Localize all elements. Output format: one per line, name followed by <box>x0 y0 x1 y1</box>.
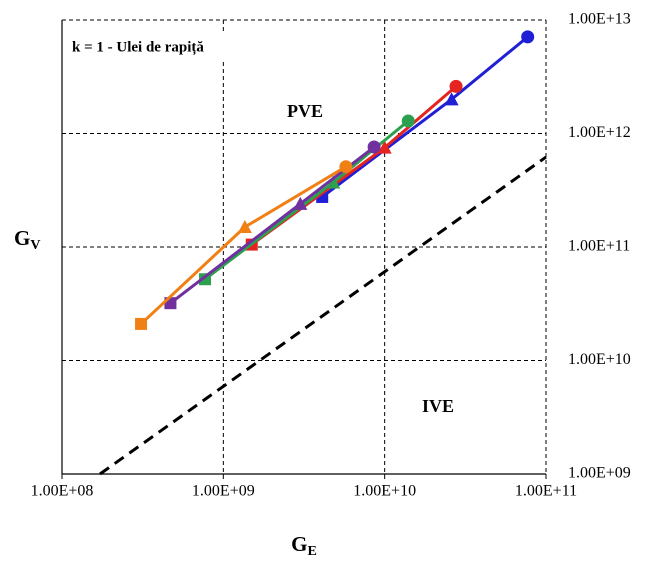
region-label: PVE <box>287 101 323 121</box>
marker-circle <box>401 114 415 128</box>
y-label-sub: V <box>30 238 40 253</box>
marker-circle <box>449 79 463 93</box>
x-tick-label: 1.00E+10 <box>353 483 416 500</box>
y-axis-label: GV <box>14 226 40 253</box>
marker-triangle <box>293 196 308 210</box>
x-tick-label: 1.00E+09 <box>192 483 255 500</box>
y-tick-label: 1.00E+10 <box>568 351 631 368</box>
marker-triangle <box>326 175 341 189</box>
annotation: k = 1 - Ulei de rapiță <box>72 39 204 55</box>
marker-triangle <box>237 220 252 234</box>
marker-circle <box>367 140 381 154</box>
x-tick-label: 1.00E+11 <box>515 483 577 500</box>
grid <box>62 20 546 474</box>
x-label-main: G <box>291 532 307 556</box>
y-tick-label: 1.00E+09 <box>568 465 631 482</box>
y-label-main: G <box>14 226 30 250</box>
marker-square <box>135 317 148 330</box>
marker-triangle <box>444 92 459 106</box>
reference-line <box>99 155 547 476</box>
region-label: IVE <box>422 396 454 416</box>
y-tick-label: 1.00E+12 <box>568 124 631 141</box>
marker-circle <box>339 160 353 174</box>
series-line <box>321 35 529 199</box>
y-tick-label: 1.00E+11 <box>568 238 630 255</box>
y-tick-label: 1.00E+13 <box>568 11 631 28</box>
annotation-box <box>66 34 306 62</box>
marker-circle <box>521 30 535 44</box>
x-label-sub: E <box>308 544 317 559</box>
x-tick-label: 1.00E+08 <box>31 483 94 500</box>
marker-triangle <box>377 140 392 154</box>
x-axis-label: GE <box>291 532 317 559</box>
